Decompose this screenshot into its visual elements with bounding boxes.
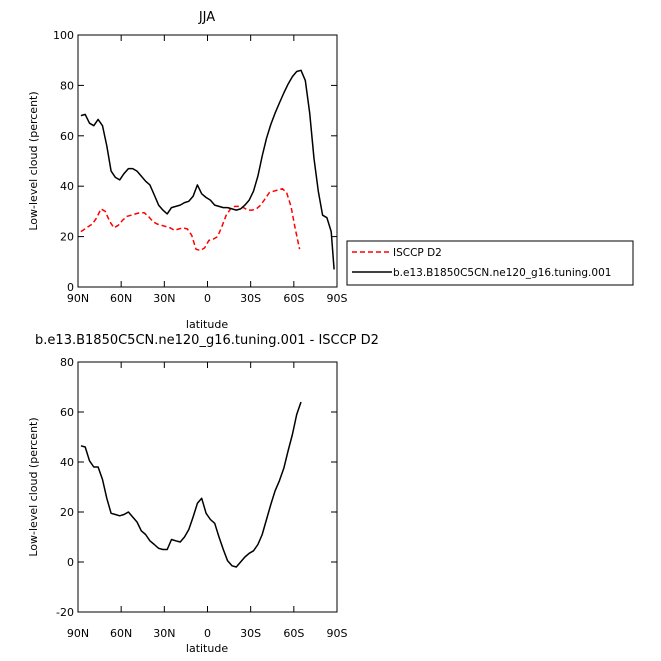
y-tick-label: 20 <box>60 506 74 519</box>
legend-entry-isccp: ISCCP D2 <box>393 247 442 259</box>
y-axis-label: Low-level cloud (percent) <box>27 91 40 230</box>
chart-panel-bottom: b.e13.B1850C5CN.ne120_g16.tuning.001 - I… <box>27 333 379 655</box>
tick-group: 0 20 40 60 80 100 90N 60N 30N 0 30S 60S 90S <box>53 29 348 305</box>
y-tick-label: 80 <box>60 79 74 92</box>
legend: ISCCP D2 b.e13.B1850C5CN.ne120_g16.tunin… <box>346 240 634 286</box>
x-tick-label: 60N <box>110 627 132 640</box>
x-tick-label: 30S <box>240 292 261 305</box>
x-tick-label: 30N <box>153 292 175 305</box>
x-tick-label: 0 <box>204 292 211 305</box>
y-tick-label: 20 <box>60 231 74 244</box>
chart-panel-top: JJA 0 20 40 60 80 100 90N 60N 30N 0 30S 60S 90S Low-… <box>27 10 634 331</box>
x-tick-label: 60N <box>110 292 132 305</box>
y-tick-label: 60 <box>60 406 74 419</box>
x-axis-label: latitude <box>186 318 228 331</box>
y-tick-label: 100 <box>53 29 74 42</box>
y-tick-label: 40 <box>60 456 74 469</box>
y-tick-label: 0 <box>67 281 74 294</box>
series-line-0 <box>80 401 302 568</box>
x-tick-label: 90S <box>327 627 348 640</box>
x-tick-label: 90S <box>327 292 348 305</box>
x-tick-label: 0 <box>204 627 211 640</box>
x-tick-label: 60S <box>283 627 304 640</box>
x-tick-label: 90N <box>67 292 89 305</box>
y-axis-label: Low-level cloud (percent) <box>27 417 40 556</box>
x-tick-label: 60S <box>283 292 304 305</box>
y-tick-label: 60 <box>60 130 74 143</box>
legend-box <box>346 240 634 286</box>
series-group <box>80 401 302 568</box>
y-tick-label: -20 <box>56 606 74 619</box>
series-group <box>80 69 335 270</box>
legend-entry-model: b.e13.B1850C5CN.ne120_g16.tuning.001 <box>393 267 611 279</box>
y-tick-label: 40 <box>60 180 74 193</box>
y-tick-label: 80 <box>60 356 74 369</box>
series-line-0 <box>80 187 301 252</box>
plot-frame <box>77 34 338 288</box>
chart-title: b.e13.B1850C5CN.ne120_g16.tuning.001 - I… <box>35 333 379 348</box>
series-line-1 <box>80 69 335 270</box>
y-tick-label: 0 <box>67 556 74 569</box>
chart-title: JJA <box>198 10 215 25</box>
x-tick-label: 30N <box>153 627 175 640</box>
plot-frame <box>77 361 338 613</box>
x-tick-label: 30S <box>240 627 261 640</box>
x-axis-label: latitude <box>186 642 228 655</box>
x-tick-label: 90N <box>67 627 89 640</box>
